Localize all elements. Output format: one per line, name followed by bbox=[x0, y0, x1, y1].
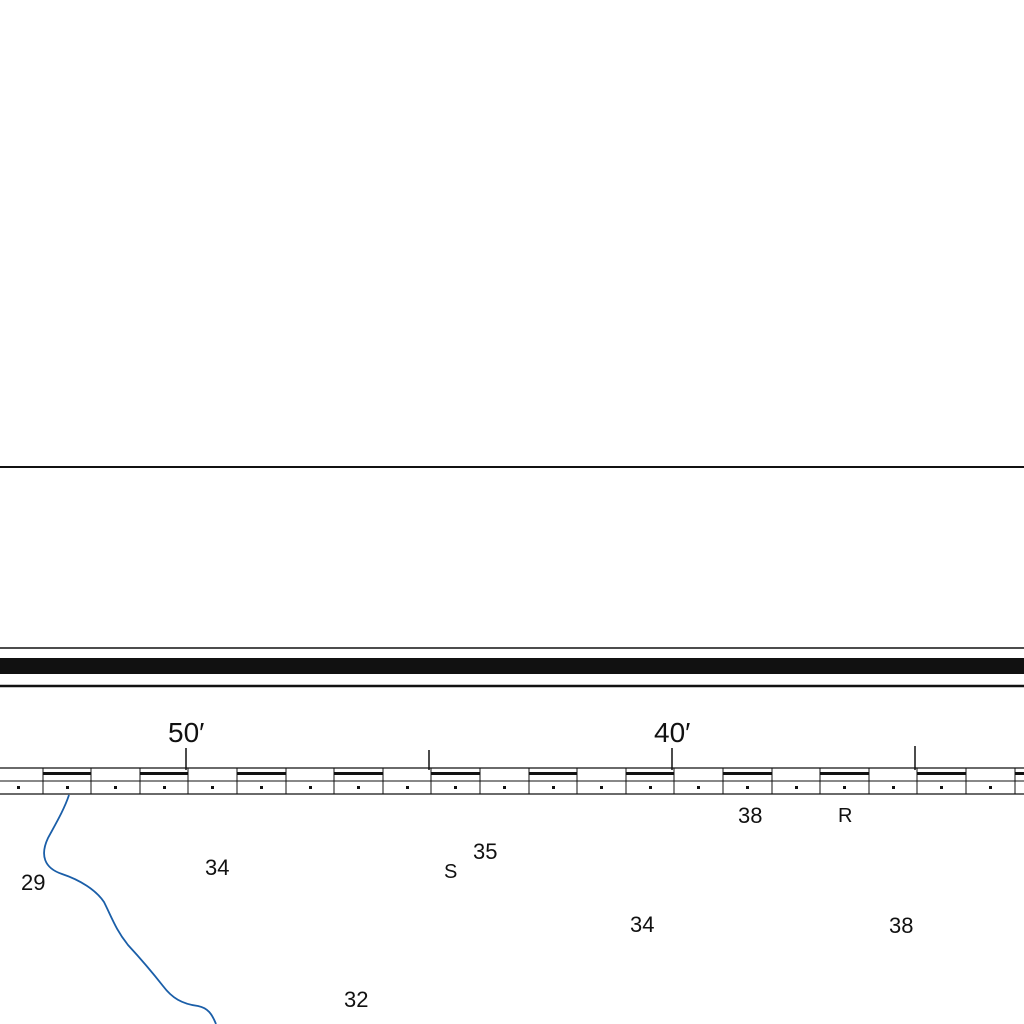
bottom-type-code: R bbox=[838, 805, 853, 827]
scale-dot bbox=[843, 786, 846, 789]
scale-dot bbox=[163, 786, 166, 789]
graduated-border-scale bbox=[0, 767, 1024, 795]
scale-filled-band bbox=[820, 772, 869, 775]
depth-sounding: 38 bbox=[889, 913, 914, 938]
scale-filled-band bbox=[431, 772, 480, 775]
scale-dot bbox=[211, 786, 214, 789]
scale-filled-band bbox=[723, 772, 772, 775]
depth-sounding: 34 bbox=[630, 912, 655, 937]
scale-dot bbox=[503, 786, 506, 789]
scale-dot bbox=[114, 786, 117, 789]
scale-dot bbox=[697, 786, 700, 789]
scale-dot bbox=[66, 786, 69, 789]
depth-sounding: 34 bbox=[205, 855, 230, 880]
scale-dot bbox=[989, 786, 992, 789]
scale-dot bbox=[649, 786, 652, 789]
depth-sounding: 35 bbox=[473, 839, 498, 864]
scale-filled-band bbox=[140, 772, 188, 775]
scale-filled-band bbox=[917, 772, 966, 775]
scale-dot bbox=[600, 786, 603, 789]
longitude-label-50: 50′ bbox=[168, 717, 205, 748]
scale-dot bbox=[357, 786, 360, 789]
scale-dot bbox=[940, 786, 943, 789]
scale-dot bbox=[892, 786, 895, 789]
scale-filled-band bbox=[237, 772, 286, 775]
scale-filled-band bbox=[626, 772, 674, 775]
scale-dot bbox=[17, 786, 20, 789]
scale-dot bbox=[406, 786, 409, 789]
depth-sounding: 32 bbox=[344, 987, 369, 1012]
scale-dot bbox=[260, 786, 263, 789]
outer-frame-thick-band bbox=[0, 658, 1024, 674]
scale-filled-band bbox=[334, 772, 383, 775]
bottom-type-code: S bbox=[444, 861, 458, 883]
scale-filled-band bbox=[43, 772, 91, 775]
scale-dot bbox=[454, 786, 457, 789]
scale-dot bbox=[795, 786, 798, 789]
scale-filled-band bbox=[1015, 772, 1024, 775]
scale-filled-band bbox=[529, 772, 577, 775]
depth-sounding: 38 bbox=[738, 803, 763, 828]
longitude-label-40: 40′ bbox=[654, 717, 691, 748]
scale-dot bbox=[309, 786, 312, 789]
scale-dot bbox=[552, 786, 555, 789]
depth-sounding: 29 bbox=[21, 870, 46, 895]
scale-dot bbox=[746, 786, 749, 789]
depth-contour-line bbox=[43, 794, 217, 1024]
